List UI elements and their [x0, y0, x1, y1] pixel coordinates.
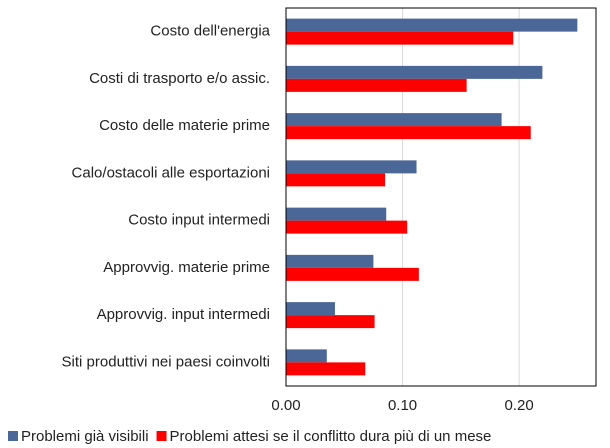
bar	[286, 207, 387, 221]
bar	[286, 160, 417, 174]
bar	[286, 31, 514, 45]
bar	[286, 315, 375, 329]
legend-swatch	[156, 431, 167, 441]
x-tick-label: 0.10	[388, 397, 417, 414]
y-tick-label: Siti produttivi nei paesi coinvolti	[62, 353, 270, 370]
y-tick-label: Costi di trasporto e/o assic.	[89, 70, 270, 87]
bar	[286, 173, 386, 187]
legend-label: Problemi già visibili	[21, 428, 149, 445]
legend-swatch	[8, 431, 18, 441]
bar	[286, 267, 419, 281]
y-tick-label: Costo input intermedi	[128, 212, 270, 229]
bar	[286, 220, 408, 234]
x-tick-label: 0.20	[504, 397, 533, 414]
bar	[286, 113, 502, 127]
x-tick-label: 0.00	[271, 397, 300, 414]
bar	[286, 18, 578, 32]
bar	[286, 78, 467, 92]
y-tick-label: Approvvig. input intermedi	[97, 306, 270, 323]
bar	[286, 254, 374, 268]
y-tick-label: Costo dell'energia	[150, 23, 270, 40]
bar	[286, 302, 335, 316]
y-tick-label: Costo delle materie prime	[99, 117, 270, 134]
legend-label: Problemi attesi se il conflitto dura più…	[170, 428, 492, 445]
bar	[286, 362, 366, 376]
plot-border	[285, 7, 597, 387]
y-tick-label: Calo/ostacoli alle esportazioni	[72, 164, 270, 181]
bar	[286, 349, 327, 363]
y-tick-label: Approvvig. materie prime	[103, 259, 270, 276]
bar	[286, 126, 531, 140]
bar	[286, 65, 543, 79]
